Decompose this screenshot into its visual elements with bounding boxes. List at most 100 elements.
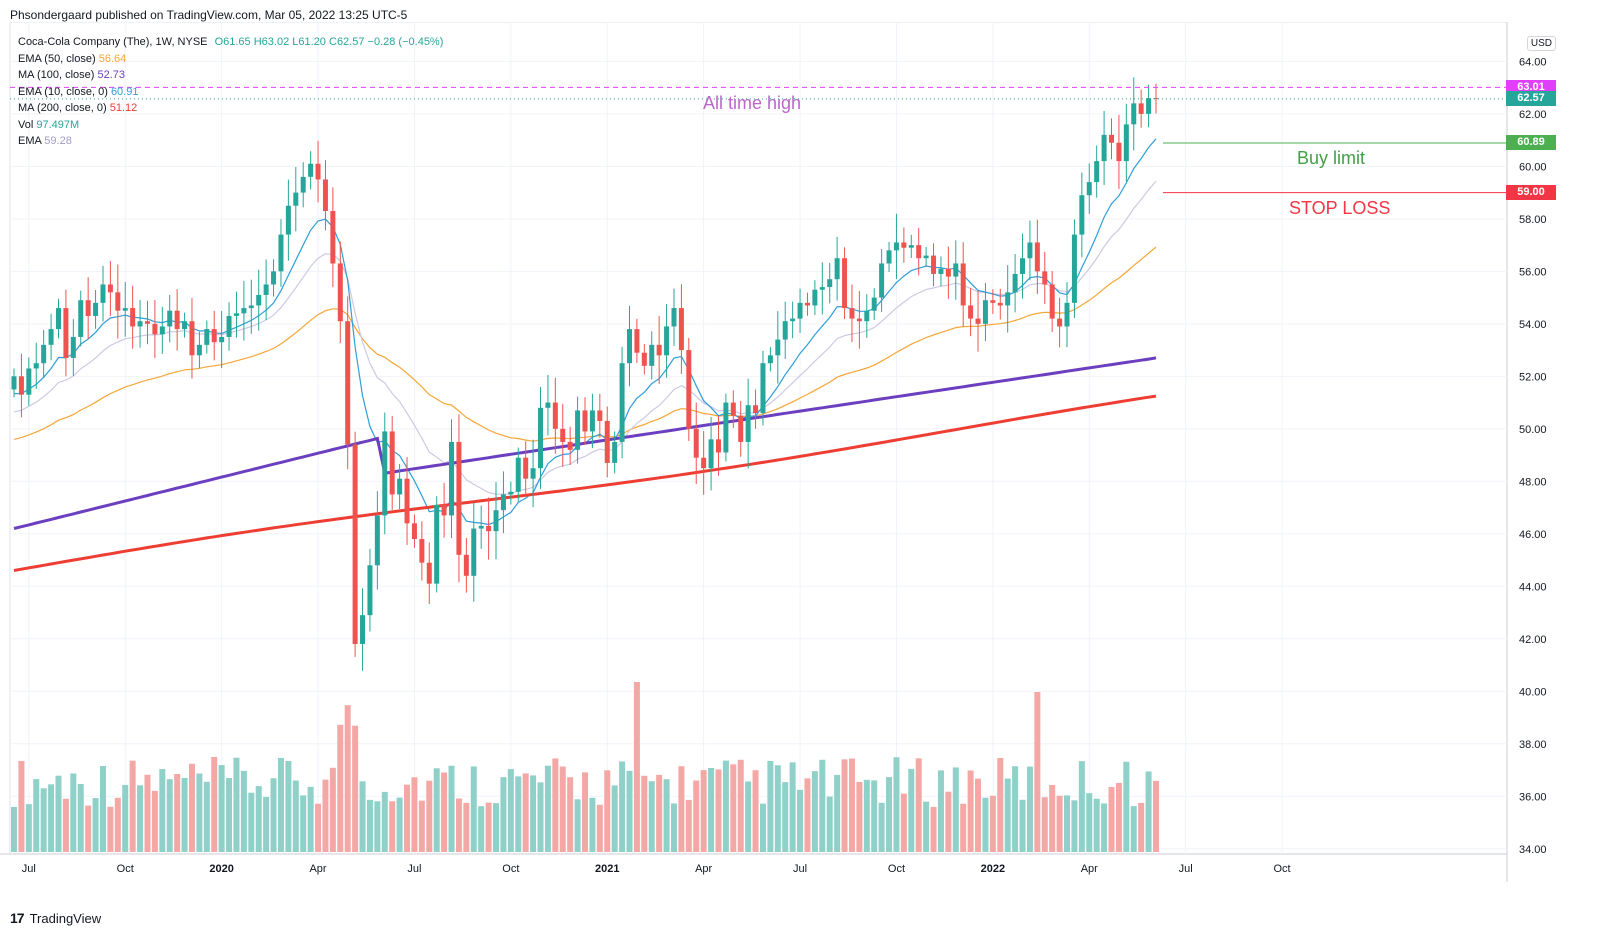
price-chart[interactable]: 64.00 62.00 60.00 58.00 56.00 54.00 52.00 50.00… (0, 22, 1599, 902)
candle-body (278, 234, 284, 272)
x-tick-label: Oct (502, 863, 519, 875)
volume-bar (300, 795, 307, 852)
legend-ema10[interactable]: EMA (10, close, 0) 60.91 (18, 84, 443, 101)
y-tick-label: 36.00 (1519, 791, 1547, 803)
legend-ema[interactable]: EMA 59.28 (18, 133, 443, 150)
legend-ma100[interactable]: MA (100, close) 52.73 (18, 67, 443, 84)
volume-bar (767, 760, 774, 852)
volume-bar (989, 795, 996, 852)
volume-bar (366, 799, 373, 852)
candle-body (33, 363, 39, 369)
volume-bar (448, 765, 455, 852)
currency-badge[interactable]: USD (1526, 36, 1556, 51)
candle-body (879, 263, 885, 298)
volume-bar (574, 799, 581, 852)
volume-bar (463, 802, 470, 852)
volume-bar (455, 798, 462, 852)
x-tick-label: 2021 (595, 863, 619, 875)
candle-body (308, 163, 314, 177)
volume-bar (55, 775, 62, 852)
candle-body (248, 305, 254, 309)
candle-body (975, 318, 981, 324)
volume-bar (789, 762, 796, 852)
volume-bar (137, 785, 144, 852)
volume-bar (611, 785, 618, 852)
volume-bar (975, 778, 982, 852)
volume-bar (1153, 780, 1159, 852)
volume-bar (352, 725, 359, 852)
volume-bar (515, 776, 522, 852)
legend-ma200[interactable]: MA (200, close, 0) 51.12 (18, 100, 443, 117)
ohlc-close: C62.57 (329, 36, 365, 48)
candle-body (604, 420, 610, 463)
x-tick-label: Jul (793, 863, 807, 875)
volume-bar (1138, 802, 1145, 852)
candle-body (189, 321, 195, 356)
candle-body (693, 428, 699, 458)
volume-bar (804, 778, 811, 852)
candle-body (656, 344, 662, 356)
candle-body (463, 554, 469, 576)
candle-body (664, 326, 670, 356)
candle-body (708, 439, 714, 469)
volume-bar (292, 780, 299, 852)
volume-bar (537, 782, 544, 852)
volume-bar (1086, 793, 1093, 852)
x-tick-label: Oct (888, 863, 905, 875)
brand-name[interactable]: TradingView (29, 910, 102, 926)
volume-bar (848, 758, 855, 852)
candle-body (174, 310, 180, 330)
volume-bar (567, 777, 574, 852)
volume-bar (774, 765, 781, 852)
candle-body (204, 329, 210, 345)
volume-bar (797, 789, 804, 852)
legend-symbol-row: Coca-Cola Company (The), 1W, NYSE O61.65… (18, 34, 443, 51)
volume-bar (240, 770, 247, 852)
buy-limit-annotation[interactable]: Buy limit (1297, 147, 1366, 168)
volume-bar (1130, 806, 1137, 852)
chart-area[interactable]: 64.00 62.00 60.00 58.00 56.00 54.00 52.00 50.00… (0, 22, 1599, 902)
volume-bar (203, 781, 210, 852)
candle-body (486, 525, 492, 532)
ema-label: EMA (18, 135, 42, 147)
candle-body (130, 308, 136, 327)
candle-body (211, 329, 217, 343)
candle-body (122, 308, 128, 311)
candle-body (345, 321, 351, 445)
candle-body (500, 494, 506, 511)
candle-body (715, 439, 721, 453)
legend-vol[interactable]: Vol 97.497M (18, 117, 443, 134)
volume-bar (1026, 766, 1033, 852)
symbol-label[interactable]: Coca-Cola Company (The), 1W, NYSE (18, 36, 208, 48)
candle-body (871, 297, 877, 311)
candle-body (738, 415, 744, 442)
candle-body (26, 368, 32, 395)
candle-body (233, 313, 239, 316)
candle-body (1094, 161, 1100, 183)
candle-body (1012, 273, 1018, 293)
volume-bar (886, 777, 893, 852)
volume-bar (923, 801, 930, 852)
candle-body (397, 478, 403, 495)
volume-bar (40, 788, 47, 852)
candle-body (856, 318, 862, 322)
volume-bar (641, 775, 648, 852)
candle-body (916, 245, 922, 259)
candle-body (582, 410, 588, 432)
all-time-high-annotation[interactable]: All time high (703, 92, 802, 113)
y-tick-label: 58.00 (1519, 214, 1547, 226)
volume-bar (315, 803, 322, 852)
publish-header: Phsondergaard published on TradingView.c… (10, 8, 408, 22)
volume-bar (166, 779, 173, 852)
volume-bar (181, 777, 188, 852)
volume-bar (99, 765, 106, 852)
volume-bar (122, 784, 129, 852)
volume-bar (1049, 784, 1056, 852)
candle-body (545, 402, 551, 408)
ath-price-tag: 63.01 (1506, 79, 1556, 95)
legend-ema50[interactable]: EMA (50, close) 56.64 (18, 51, 443, 68)
ohlc-open: O61.65 (214, 36, 251, 48)
volume-bar (1071, 800, 1078, 852)
volume-bar (811, 771, 818, 852)
stop-loss-annotation[interactable]: STOP LOSS (1289, 197, 1391, 218)
